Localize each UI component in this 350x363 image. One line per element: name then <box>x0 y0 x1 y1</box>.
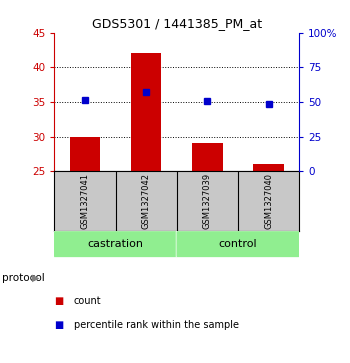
Text: castration: castration <box>88 238 144 249</box>
Text: GSM1327040: GSM1327040 <box>264 173 273 229</box>
Text: count: count <box>74 296 101 306</box>
Title: GDS5301 / 1441385_PM_at: GDS5301 / 1441385_PM_at <box>92 17 262 30</box>
FancyBboxPatch shape <box>176 231 300 257</box>
Text: GSM1327039: GSM1327039 <box>203 173 212 229</box>
Text: GSM1327042: GSM1327042 <box>142 173 150 229</box>
Bar <box>253 164 284 171</box>
Bar <box>131 53 161 171</box>
Text: control: control <box>219 238 257 249</box>
Bar <box>192 143 223 171</box>
Text: ▶: ▶ <box>32 273 40 283</box>
Text: percentile rank within the sample: percentile rank within the sample <box>74 320 238 330</box>
Text: GSM1327041: GSM1327041 <box>80 173 89 229</box>
Text: ■: ■ <box>54 296 63 306</box>
Text: ■: ■ <box>54 320 63 330</box>
Text: protocol: protocol <box>2 273 44 283</box>
Bar <box>70 136 100 171</box>
FancyBboxPatch shape <box>54 231 177 257</box>
